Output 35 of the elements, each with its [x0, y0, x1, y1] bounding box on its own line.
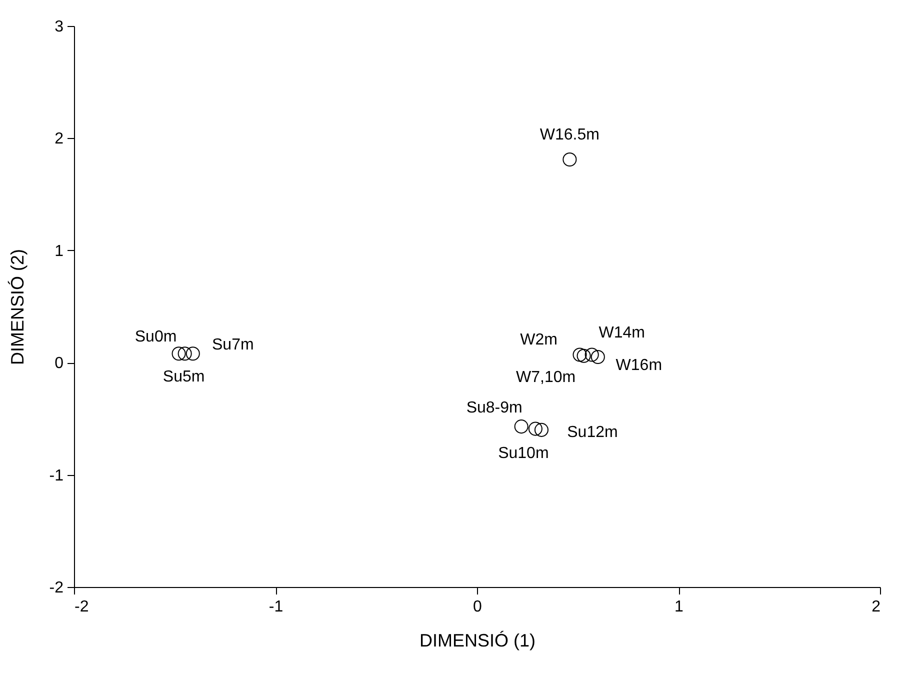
x-tick-label: 2: [872, 598, 881, 616]
point: [534, 422, 548, 437]
annotation: Su8-9m: [466, 400, 522, 417]
x-tick-label: 0: [473, 598, 482, 616]
y-tick-label: 3: [54, 18, 64, 36]
point: [576, 348, 591, 363]
annotation: W14m: [598, 324, 645, 342]
x-tick-label: 1: [674, 598, 684, 616]
y-tick-label: 2: [54, 130, 64, 148]
x-tick-label: -1: [268, 598, 284, 616]
annotation: Su5m: [162, 368, 205, 386]
annotation: W2m: [520, 332, 558, 349]
point: [514, 420, 528, 434]
point: [186, 346, 200, 361]
point: [572, 348, 587, 362]
y-tick-label: 0: [54, 355, 64, 372]
point: [590, 350, 605, 364]
x-axis-title: DIMENSIÓ (1): [419, 630, 536, 650]
y-axis-title: DIMENSIÓ (2): [7, 248, 28, 366]
annotation: Su10m: [498, 444, 549, 462]
point: [584, 348, 599, 362]
annotation: W16m: [616, 356, 662, 374]
x-tick-label: -2: [74, 598, 89, 616]
annotation: Su0m: [134, 328, 177, 346]
annotation: Su12m: [567, 424, 618, 441]
point: [528, 422, 542, 436]
y-tick-label: 1: [54, 242, 64, 260]
point: [172, 346, 186, 361]
annotation: W7,10m: [516, 368, 576, 386]
y-tick-label: -1: [49, 467, 64, 484]
annotation: Su7m: [212, 336, 254, 354]
point: [178, 346, 192, 361]
point: [562, 152, 577, 167]
y-tick-label: -2: [49, 580, 64, 596]
annotation: W16.5m: [540, 126, 600, 144]
